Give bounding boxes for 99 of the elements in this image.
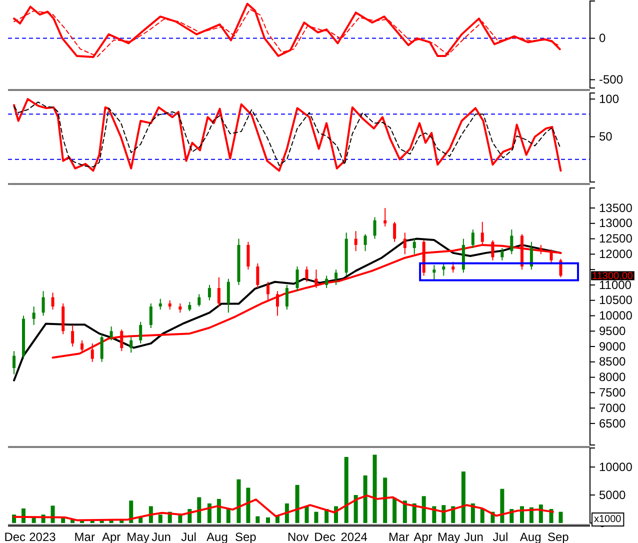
candlestick	[442, 262, 446, 276]
line-series	[13, 494, 554, 522]
y-tick-label: 5000	[599, 488, 626, 502]
x-tick-label: Jul	[181, 530, 196, 543]
bar	[383, 478, 388, 523]
candlestick	[510, 229, 514, 255]
bar	[363, 475, 368, 523]
x-tick-label: Nov	[287, 530, 309, 543]
bar	[266, 517, 270, 523]
y-tick-label: 10000	[599, 308, 633, 323]
candlestick	[384, 208, 387, 227]
candlestick	[412, 238, 416, 255]
y-tick-label: 7500	[599, 386, 626, 400]
candlestick	[276, 290, 279, 316]
candlestick	[100, 334, 104, 362]
bar	[354, 495, 358, 523]
candlestick	[285, 284, 288, 310]
candlestick	[314, 269, 318, 289]
bar	[372, 454, 377, 523]
candlestick	[80, 340, 84, 354]
candlestick	[168, 300, 172, 310]
x-tick-label: Mar	[74, 530, 95, 543]
x-tick-label: 2023	[29, 530, 56, 543]
bar	[422, 496, 426, 523]
candlestick	[120, 329, 124, 352]
candlestick	[266, 281, 270, 301]
y-tick-label: 13500	[599, 200, 633, 215]
candlestick	[500, 248, 504, 261]
candlestick	[403, 232, 406, 255]
bar	[226, 509, 230, 523]
candlestick	[550, 249, 553, 264]
y-tick-label: 12500	[599, 232, 633, 246]
y-tick-label: 10500	[599, 293, 633, 308]
candlestick	[432, 264, 436, 281]
candlestick	[139, 321, 142, 344]
bar	[314, 512, 318, 523]
bar	[500, 488, 504, 523]
bar	[480, 509, 484, 523]
candlestick	[373, 216, 376, 240]
candlestick	[354, 230, 358, 252]
x-tick-label: Dec	[4, 530, 26, 543]
y-tick-label: 8500	[599, 354, 626, 369]
bar	[392, 498, 397, 523]
text: x1000	[594, 514, 622, 525]
candlestick	[246, 241, 250, 270]
line-series	[13, 238, 562, 382]
bar	[461, 472, 466, 523]
y-tick-label: 12000	[599, 247, 633, 262]
x-tick-label: Mar	[388, 530, 410, 543]
candlestick	[42, 290, 45, 316]
candlestick	[452, 261, 455, 274]
x-tick-label: Jul	[492, 530, 508, 543]
y-tick-label: 10000	[599, 460, 633, 474]
x-tick-label: Jun	[464, 530, 484, 543]
candlestick	[364, 234, 367, 252]
y-tick-label: 7000	[599, 400, 626, 415]
candlestick	[158, 298, 162, 310]
y-tick-label: -500	[599, 72, 624, 87]
candlestick	[256, 262, 260, 289]
candlestick	[198, 294, 201, 307]
bar	[197, 497, 202, 523]
candlestick	[471, 229, 474, 249]
candlestick	[71, 324, 74, 348]
candlestick	[178, 302, 182, 314]
x-tick-label: Jun	[152, 530, 171, 543]
y-tick-label: 9000	[599, 339, 626, 354]
x-tick-label: Dec	[314, 530, 336, 543]
bar	[236, 479, 241, 523]
y-tick-label: 9500	[599, 324, 626, 338]
candlestick	[110, 326, 113, 341]
bar	[246, 488, 250, 523]
candlestick	[188, 301, 192, 312]
candlestick	[296, 266, 299, 292]
candlestick	[334, 269, 338, 286]
y-tick-label: 50	[599, 130, 613, 144]
candlestick	[51, 292, 54, 310]
candlestick	[149, 302, 152, 329]
candlestick	[305, 266, 308, 282]
candlestick	[226, 278, 230, 314]
bar	[558, 512, 563, 523]
candlestick	[217, 276, 220, 307]
bar	[158, 514, 162, 523]
candlestick	[325, 275, 328, 289]
y-tick-label: 13000	[599, 216, 633, 230]
bar	[304, 506, 309, 523]
y-tick-label: 100	[599, 92, 620, 106]
bar	[344, 456, 348, 523]
candlestick	[12, 350, 16, 375]
y-tick-label: 0	[599, 31, 606, 46]
candlestick	[32, 306, 36, 326]
candlestick	[130, 336, 133, 354]
bar	[295, 484, 300, 523]
bar	[216, 498, 221, 523]
x-tick-label: 2024	[340, 530, 368, 543]
y-tick-label: 6500	[599, 416, 626, 430]
y-tick-label: 8000	[599, 370, 626, 384]
candlestick	[208, 284, 211, 301]
candlestick	[393, 221, 396, 242]
bar	[256, 516, 260, 523]
